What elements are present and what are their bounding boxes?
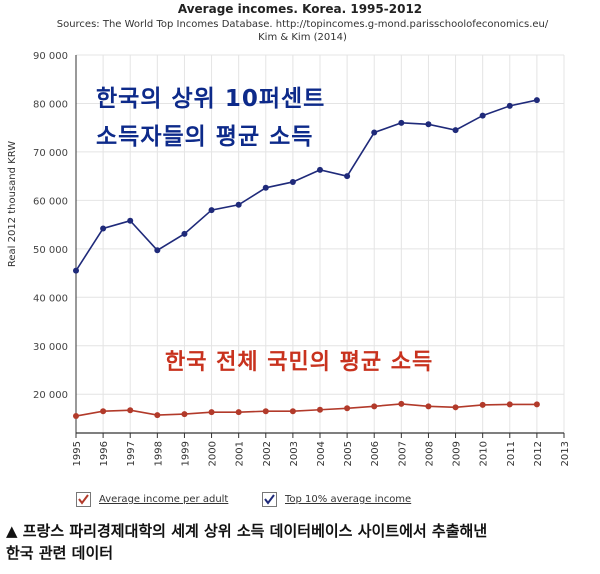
data-point-top10 xyxy=(235,201,242,208)
data-point-adult xyxy=(344,405,351,412)
series-line-adult xyxy=(75,403,537,417)
data-point-top10 xyxy=(154,247,161,254)
data-point-adult xyxy=(317,406,323,413)
legend-adult-check-icon[interactable] xyxy=(76,492,91,507)
data-point-adult xyxy=(479,401,486,408)
data-point-top10 xyxy=(73,267,79,274)
data-point-top10 xyxy=(371,129,378,136)
data-point-adult xyxy=(73,413,79,420)
data-point-adult xyxy=(533,401,540,408)
x-tick-label: 2001 xyxy=(235,441,246,466)
chart-title: Average incomes. Korea. 1995-2012 xyxy=(177,2,423,16)
legend-top10-check-icon[interactable] xyxy=(262,492,277,507)
x-tick-label: 2004 xyxy=(316,441,327,466)
data-point-adult xyxy=(371,403,378,410)
x-tick-label: 1995 xyxy=(72,441,83,466)
y-tick-label: 50 000 xyxy=(33,245,68,256)
overlay-bottom-label: 한국 전체 국민의 평균 소득 xyxy=(165,350,434,375)
x-tick-label: 1998 xyxy=(153,441,164,466)
x-tick-label: 2002 xyxy=(262,441,273,466)
series-line-top10 xyxy=(75,99,538,272)
x-tick-label: 1996 xyxy=(99,441,110,466)
data-point-top10 xyxy=(344,173,351,180)
source-line-1: Sources: The World Top Incomes Database.… xyxy=(56,19,549,30)
x-tick-label: 2006 xyxy=(370,441,381,466)
data-point-top10 xyxy=(181,230,188,237)
caption-line-1: ▲ 프랑스 파리경제대학의 세계 상위 소득 데이터베이스 사이트에서 추출해낸 xyxy=(6,522,488,540)
data-point-top10 xyxy=(452,127,459,134)
data-point-top10 xyxy=(533,97,540,104)
caption-line-2: 한국 관련 데이터 xyxy=(6,544,114,562)
data-point-top10 xyxy=(127,217,134,224)
data-point-top10 xyxy=(425,121,432,128)
y-tick-label: 90 000 xyxy=(33,51,68,62)
data-point-adult xyxy=(154,412,161,419)
data-point-top10 xyxy=(398,119,405,126)
overlay-top-line-2: 소득자들의 평균 소득 xyxy=(96,124,314,150)
data-point-adult xyxy=(262,408,269,415)
data-point-top10 xyxy=(100,225,107,232)
x-tick-label: 2007 xyxy=(397,441,408,466)
x-tick-label: 2003 xyxy=(289,441,300,466)
x-tick-label: 2010 xyxy=(479,441,490,466)
y-tick-label: 30 000 xyxy=(33,342,68,353)
y-tick-label: 80 000 xyxy=(33,99,68,110)
overlay-top-line-1: 한국의 상위 10퍼센트 xyxy=(96,86,326,112)
data-point-adult xyxy=(289,408,296,415)
chart-source: Sources: The World Top Incomes Database.… xyxy=(10,18,595,44)
data-point-top10 xyxy=(317,166,323,173)
data-point-adult xyxy=(127,407,134,414)
data-point-adult xyxy=(181,411,188,418)
x-tick-label: 1999 xyxy=(180,441,191,466)
data-point-adult xyxy=(425,403,432,410)
data-point-top10 xyxy=(479,112,486,119)
x-tick-label: 2009 xyxy=(452,441,463,466)
data-point-adult xyxy=(208,409,215,416)
y-tick-label: 60 000 xyxy=(33,196,68,207)
data-point-adult xyxy=(398,400,405,407)
data-point-top10 xyxy=(262,184,269,191)
y-axis-label: Real 2012 thousand KRW xyxy=(7,141,18,267)
legend-adult-label[interactable]: Average income per adult xyxy=(99,494,229,505)
x-tick-label: 2011 xyxy=(506,441,517,466)
data-point-top10 xyxy=(506,102,513,109)
data-point-adult xyxy=(452,404,459,411)
y-tick-label: 70 000 xyxy=(33,148,68,159)
y-tick-label: 40 000 xyxy=(33,293,68,304)
image-caption: ▲ 프랑스 파리경제대학의 세계 상위 소득 데이터베이스 사이트에서 추출해낸… xyxy=(6,520,596,564)
data-point-adult xyxy=(100,408,107,415)
data-point-top10 xyxy=(208,207,215,214)
data-point-adult xyxy=(235,409,242,416)
x-tick-label: 1997 xyxy=(126,441,137,466)
x-tick-label: 2008 xyxy=(424,441,435,466)
x-tick-label: 2005 xyxy=(343,441,354,466)
data-point-top10 xyxy=(289,178,296,185)
source-line-2: Kim & Kim (2014) xyxy=(258,32,347,43)
x-tick-label: 2000 xyxy=(208,441,219,466)
legend-item-top10[interactable]: Top 10% average income xyxy=(262,492,411,507)
x-tick-label: 2013 xyxy=(560,441,571,466)
legend-item-adult[interactable]: Average income per adult xyxy=(76,492,228,507)
legend-top10-label[interactable]: Top 10% average income xyxy=(285,494,412,505)
data-point-adult xyxy=(506,401,513,408)
overlay-top-label: 한국의 상위 10퍼센트 소득자들의 평균 소득 xyxy=(96,80,325,156)
y-tick-label: 20 000 xyxy=(33,390,68,401)
x-tick-label: 2012 xyxy=(533,441,544,466)
